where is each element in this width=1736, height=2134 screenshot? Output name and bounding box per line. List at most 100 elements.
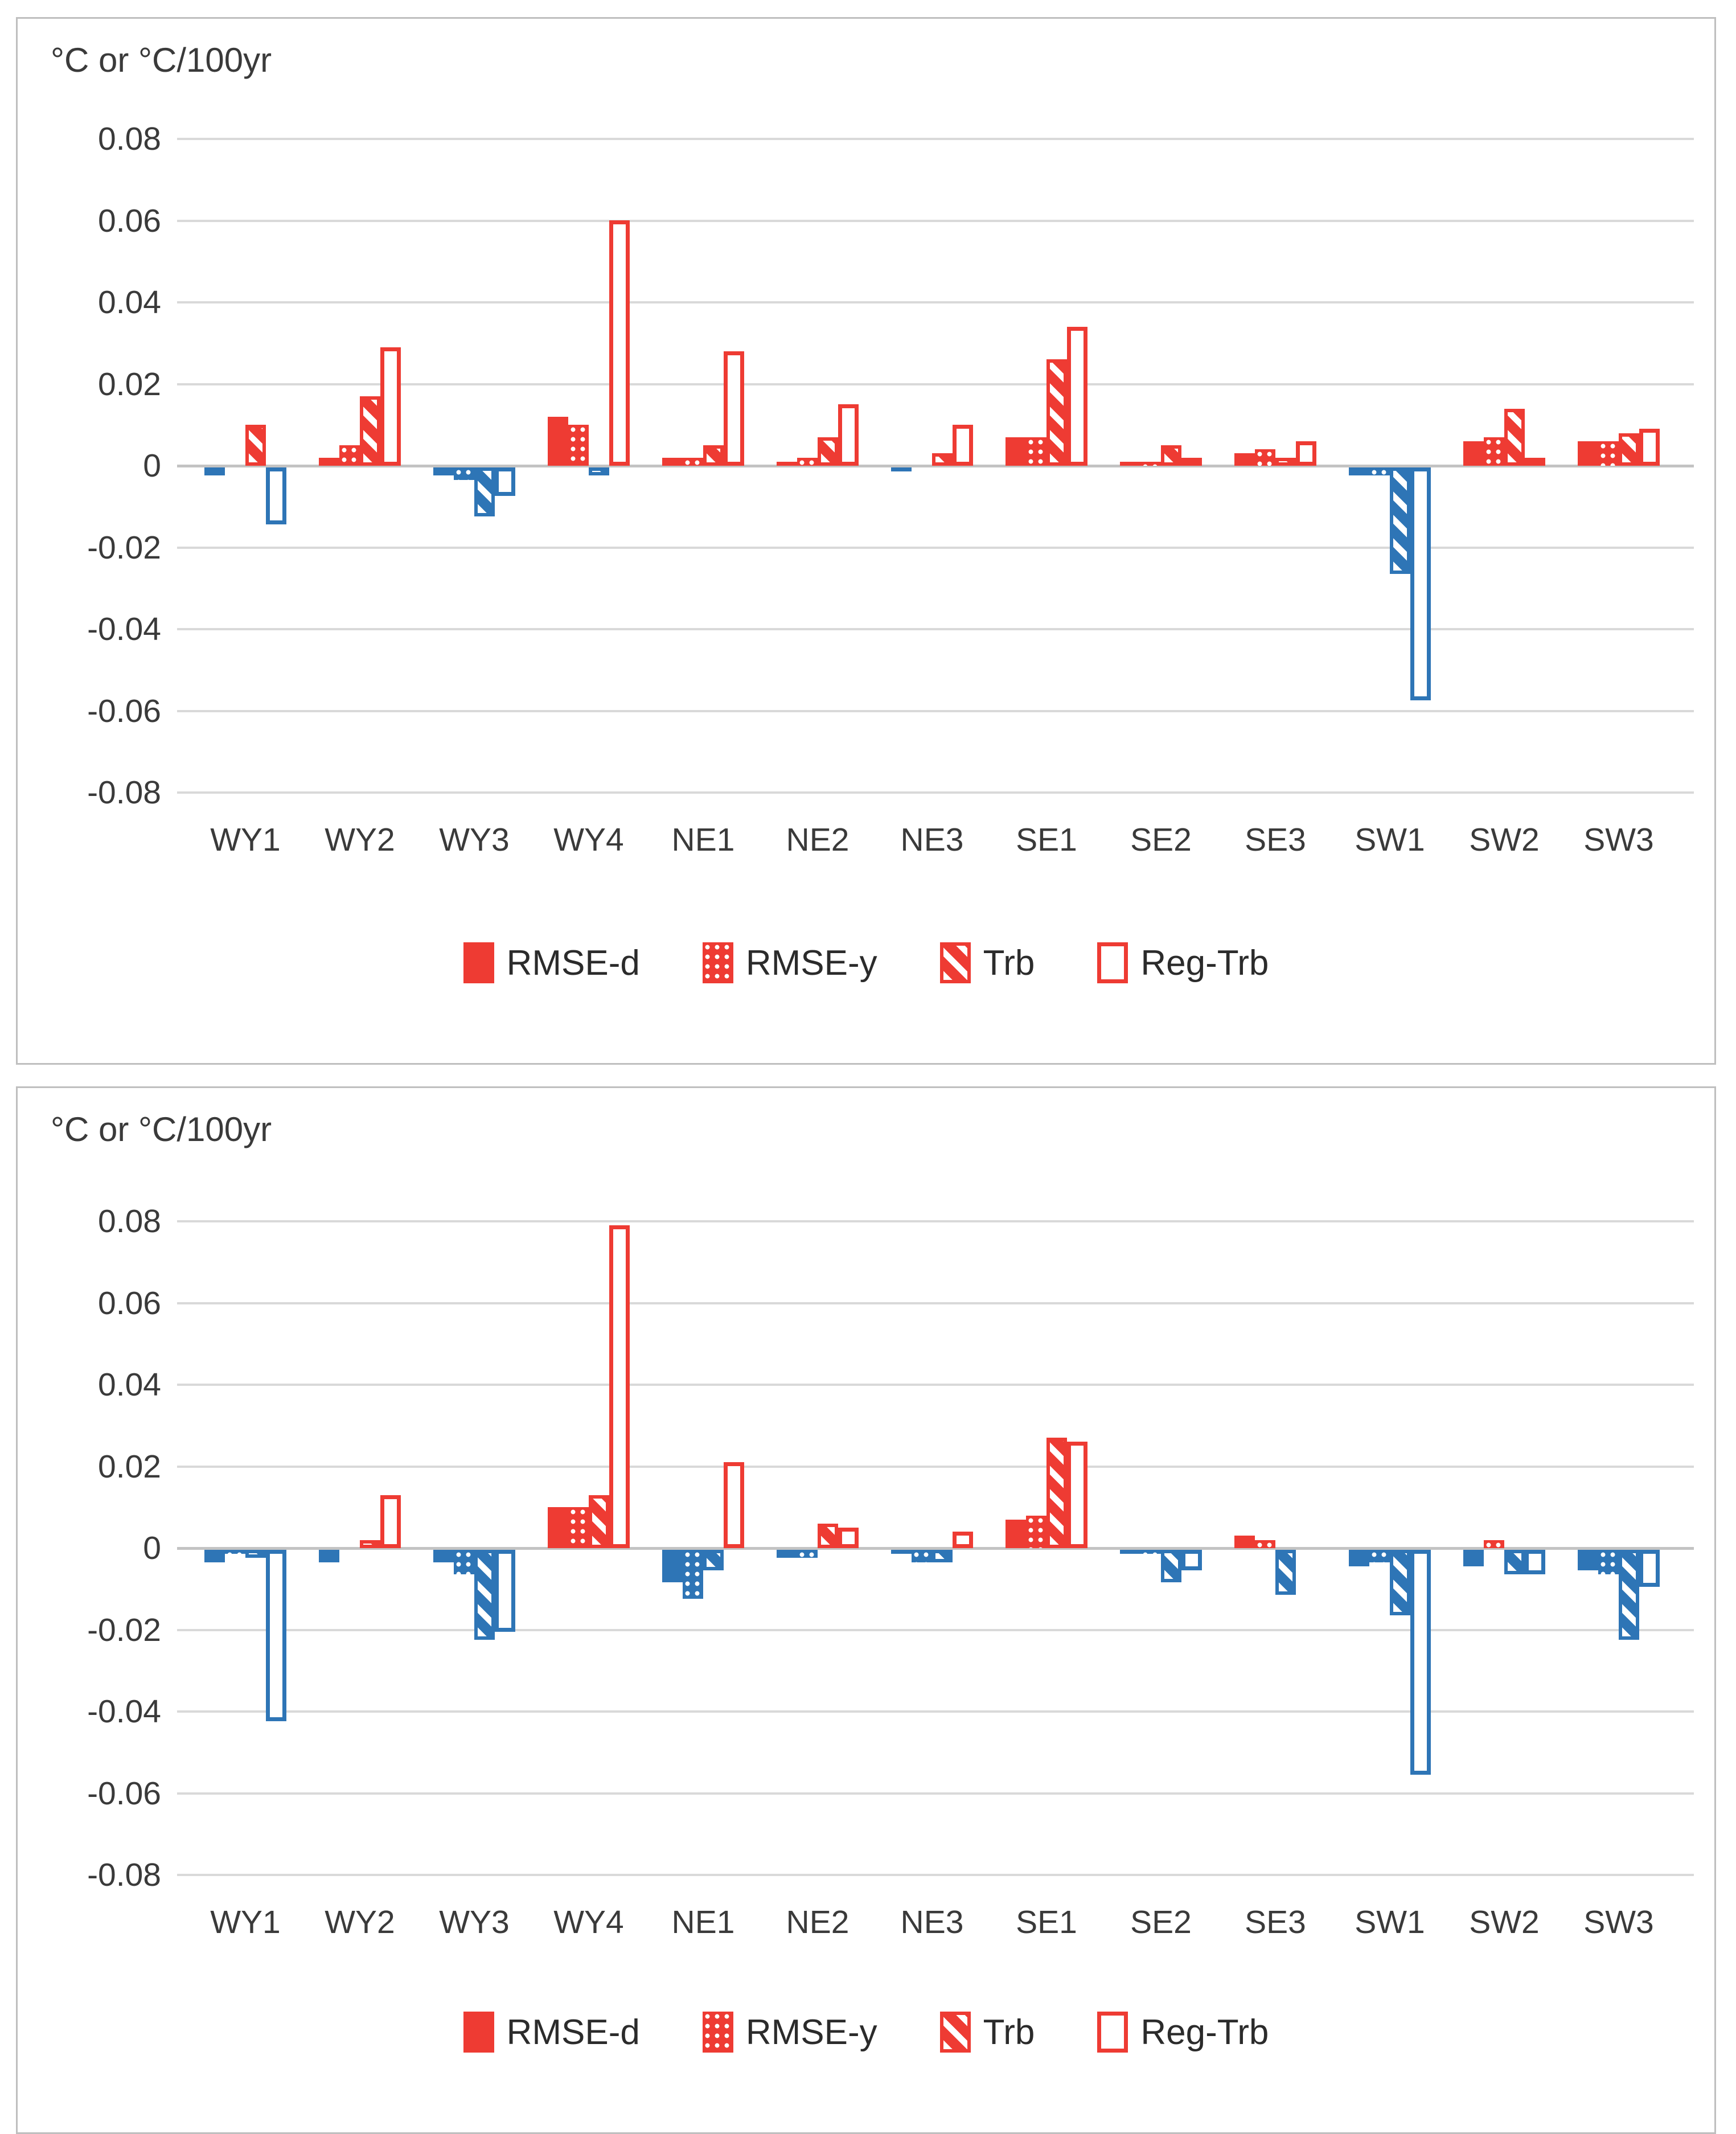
bar-SW2-Reg-Trb: [1525, 1550, 1545, 1574]
y-tick-label: 0.06: [98, 1285, 161, 1322]
legend-label: Trb: [983, 943, 1035, 983]
legend-label: RMSE-d: [506, 943, 640, 983]
gridline: [177, 628, 1694, 630]
bar-NE2-RMSE-y: [797, 458, 818, 466]
legend-item-RMSE-y: RMSE-y: [702, 2012, 877, 2053]
gridline: [177, 383, 1694, 385]
chart-bottom: °C or °C/100yr 0.08 0.06 0.04 0.02 0 -0.02 -0.…: [16, 1086, 1716, 2134]
bar-WY4-Reg-Trb: [609, 1225, 630, 1548]
bar-SW1-Reg-Trb: [1410, 467, 1431, 700]
y-tick-label: -0.02: [87, 1612, 161, 1648]
bar-SW1-RMSE-d: [1349, 1550, 1369, 1566]
legend-item-Reg-Trb: Reg-Trb: [1097, 2012, 1269, 2053]
legend-swatch-hatch-icon: [939, 942, 971, 983]
bar-WY2-Trb: [360, 1540, 380, 1548]
x-category-label: WY2: [325, 822, 395, 858]
bar-SW1-Trb: [1390, 467, 1410, 574]
bar-NE2-RMSE-d: [777, 462, 797, 466]
y-tick-label: -0.04: [87, 1693, 161, 1730]
legend-swatch-outline-icon: [1097, 2012, 1128, 2053]
y-tick-label: -0.08: [87, 1857, 161, 1893]
bar-WY3-Trb: [474, 1550, 495, 1640]
legend: RMSE-d RMSE-y Trb Reg-Trb: [18, 2012, 1714, 2053]
legend-swatch-solid-icon: [463, 942, 494, 983]
gridline: [177, 1384, 1694, 1386]
x-category-label: SE3: [1245, 822, 1306, 858]
legend-swatch-outline-icon: [1097, 942, 1128, 983]
bar-SW3-Trb: [1619, 433, 1639, 466]
bar-SW2-Trb: [1504, 1550, 1525, 1574]
bar-SE1-Reg-Trb: [1067, 1442, 1087, 1548]
x-category-label: SW3: [1583, 822, 1654, 858]
chart-title: °C or °C/100yr: [51, 1110, 272, 1148]
bar-NE3-RMSE-y: [912, 1550, 932, 1562]
x-category-label: WY4: [553, 1904, 624, 1940]
bar-NE2-Trb: [818, 437, 838, 466]
bar-WY4-RMSE-y: [568, 425, 589, 466]
x-category-label: WY3: [439, 1904, 510, 1940]
bar-NE3-Reg-Trb: [953, 425, 973, 466]
y-tick-label: 0.08: [98, 121, 161, 157]
bar-SW3-RMSE-d: [1578, 441, 1598, 466]
bar-NE2-RMSE-d: [777, 1550, 797, 1558]
bar-WY3-Reg-Trb: [495, 467, 515, 496]
bar-SE2-RMSE-d: [1120, 462, 1140, 466]
bar-SE1-Trb: [1046, 359, 1067, 466]
chart-top: °C or °C/100yr 0.08 0.06 0.04 0.02 0 -0.02 -0.…: [16, 17, 1716, 1065]
x-axis-line: [177, 1547, 1694, 1550]
bar-SW2-RMSE-d: [1463, 1550, 1484, 1566]
bar-WY4-RMSE-d: [548, 417, 568, 466]
bar-WY3-Reg-Trb: [495, 1550, 515, 1632]
y-tick-label: -0.06: [87, 693, 161, 729]
bar-SE1-RMSE-y: [1026, 437, 1046, 466]
x-category-label: SE1: [1016, 822, 1077, 858]
gridline: [177, 547, 1694, 549]
bar-NE1-Trb: [703, 445, 724, 466]
x-category-label: SE2: [1130, 822, 1192, 858]
bar-NE3-Trb: [932, 453, 953, 466]
y-tick-label: 0.08: [98, 1203, 161, 1240]
gridline: [177, 1466, 1694, 1468]
x-category-label: SW1: [1355, 1904, 1425, 1940]
x-category-label: SE2: [1130, 1904, 1192, 1940]
bar-SE2-RMSE-d: [1120, 1550, 1140, 1554]
bar-NE1-Reg-Trb: [724, 351, 744, 466]
x-category-label: SE3: [1245, 1904, 1306, 1940]
bar-WY2-Reg-Trb: [380, 1495, 401, 1548]
y-tick-label: 0.04: [98, 1366, 161, 1403]
bar-WY4-Reg-Trb: [609, 220, 630, 466]
y-tick-label: -0.08: [87, 774, 161, 811]
y-tick-label: -0.06: [87, 1775, 161, 1812]
bar-WY1-Trb: [245, 1550, 266, 1558]
bar-NE1-RMSE-y: [683, 458, 703, 466]
x-category-label: WY3: [439, 822, 510, 858]
legend-label: Trb: [983, 2012, 1035, 2052]
bar-SW2-RMSE-d: [1463, 441, 1484, 466]
bar-SE3-Trb: [1275, 458, 1296, 466]
x-category-label: SW2: [1469, 1904, 1540, 1940]
gridline: [177, 1220, 1694, 1222]
x-category-label: NE3: [900, 822, 964, 858]
legend-label: Reg-Trb: [1140, 943, 1269, 983]
gridline: [177, 1710, 1694, 1713]
x-category-label: WY4: [553, 822, 624, 858]
bar-SW3-Reg-Trb: [1639, 1550, 1660, 1587]
legend-label: Reg-Trb: [1140, 2012, 1269, 2052]
bar-NE1-Reg-Trb: [724, 1462, 744, 1548]
bar-WY2-RMSE-d: [319, 458, 339, 466]
gridline: [177, 1874, 1694, 1876]
bar-SW2-Trb: [1504, 409, 1525, 466]
bar-NE2-Reg-Trb: [838, 404, 859, 466]
x-category-label: NE2: [786, 1904, 849, 1940]
bar-WY3-Trb: [474, 467, 495, 516]
bar-SW3-RMSE-y: [1598, 1550, 1619, 1574]
bar-SE2-Reg-Trb: [1181, 458, 1202, 466]
bar-NE1-RMSE-d: [662, 458, 683, 466]
bar-WY3-RMSE-y: [454, 467, 474, 480]
bar-SW1-Trb: [1390, 1550, 1410, 1615]
bar-NE1-Trb: [703, 1550, 724, 1570]
x-axis-line: [177, 465, 1694, 467]
bar-WY1-Reg-Trb: [266, 467, 286, 524]
x-category-label: NE1: [671, 1904, 735, 1940]
x-category-label: NE1: [671, 822, 735, 858]
